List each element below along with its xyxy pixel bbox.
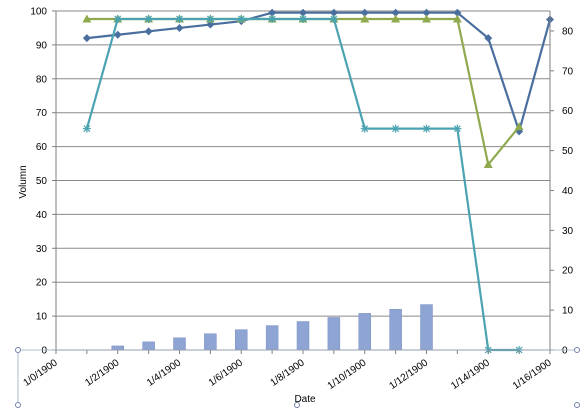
diamond-marker xyxy=(422,8,431,17)
y-tick-label: 20 xyxy=(36,278,48,289)
y2-tick-label: 60 xyxy=(562,106,574,117)
selection-handle xyxy=(15,402,21,408)
diamond-marker xyxy=(391,8,400,17)
y2-tick-label: 30 xyxy=(562,226,574,237)
diamond-marker xyxy=(144,27,153,36)
y-tick-label: 10 xyxy=(36,312,48,323)
y-tick-label: 50 xyxy=(36,176,48,187)
diamond-marker xyxy=(299,8,307,17)
diamond-marker xyxy=(453,8,462,17)
diamond-marker xyxy=(113,30,122,39)
y-tick-label: 90 xyxy=(36,40,48,51)
bar-series xyxy=(111,304,433,351)
x-tick-label: 1/0/1900 xyxy=(22,357,61,389)
line-series xyxy=(82,8,554,354)
y2-tick-label: 0 xyxy=(562,346,568,357)
diamond-marker xyxy=(206,20,215,29)
bar xyxy=(296,321,310,351)
selection-handle xyxy=(294,402,300,408)
star-marker xyxy=(206,14,215,23)
gridlines xyxy=(56,10,550,317)
y2-axis-tick-labels: 0 10 20 30 40 50 60 70 80 xyxy=(562,26,574,356)
y-tick-label: 30 xyxy=(36,244,48,255)
diamond-marker xyxy=(360,8,369,17)
y-tick-label: 80 xyxy=(36,74,48,85)
y2-tick-label: 10 xyxy=(562,306,574,317)
bar xyxy=(235,329,248,351)
star-marker xyxy=(299,14,307,23)
x-tick-label: 1/14/1900 xyxy=(449,357,492,392)
series-line xyxy=(86,11,552,136)
y-axis-title: Volumn xyxy=(18,165,29,198)
y2-tick-label: 70 xyxy=(562,66,574,77)
x-tick-label: 1/16/1900 xyxy=(511,357,554,392)
y-tick-label: 70 xyxy=(36,108,48,119)
star-marker xyxy=(360,124,369,133)
chart-area-selection-handles xyxy=(15,347,580,408)
x-tick-label: 1/8/1900 xyxy=(269,357,308,389)
series-line xyxy=(86,17,520,168)
selection-handle xyxy=(15,347,21,353)
x-tick-label: 1/2/1900 xyxy=(83,357,122,389)
y-tick-label: 0 xyxy=(41,346,47,357)
triangle-marker xyxy=(82,14,92,23)
triangle-marker xyxy=(360,14,370,23)
x-tick-label: 1/4/1900 xyxy=(145,357,184,389)
star-marker xyxy=(237,14,246,23)
x-axis-tick-labels: 1/0/1900 1/2/1900 1/4/1900 1/6/1900 1/8/1900… xyxy=(22,357,555,392)
star-marker xyxy=(453,124,462,133)
selection-handle xyxy=(574,347,580,353)
bar xyxy=(265,325,279,351)
diamond-marker xyxy=(329,8,338,17)
y-tick-label: 40 xyxy=(36,210,48,221)
y-tick-label: 60 xyxy=(36,142,48,153)
y2-tick-label: 40 xyxy=(562,186,574,197)
star-marker xyxy=(422,124,431,133)
y2-tick-label: 20 xyxy=(562,266,574,277)
x-tick-label: 1/6/1900 xyxy=(207,357,246,389)
selection-handle xyxy=(574,402,580,408)
y2-tick-label: 80 xyxy=(562,26,574,37)
bar xyxy=(173,337,186,351)
triangle-marker xyxy=(391,14,401,23)
star-marker xyxy=(144,14,153,23)
x-tick-label: 1/10/1900 xyxy=(326,357,369,392)
bar xyxy=(358,313,371,351)
x-tick-label: 1/12/1900 xyxy=(387,357,430,392)
bar xyxy=(111,345,124,351)
star-marker xyxy=(329,14,338,23)
y-tick-label: 100 xyxy=(30,7,47,18)
bar xyxy=(389,309,402,351)
diamond-marker xyxy=(175,23,184,32)
triangle-marker xyxy=(514,122,524,131)
diamond-marker xyxy=(268,8,277,17)
star-marker xyxy=(391,124,400,133)
star-marker xyxy=(113,14,122,23)
triangle-marker xyxy=(483,160,493,169)
bar xyxy=(327,317,341,351)
series-line xyxy=(85,17,520,352)
y-axis-tick-labels: 0 10 20 30 40 50 60 70 80 90 100 xyxy=(30,7,47,357)
star-marker xyxy=(82,124,91,133)
triangle-marker xyxy=(452,14,462,23)
bar xyxy=(204,333,217,351)
bar xyxy=(420,304,433,351)
axes xyxy=(52,10,554,354)
y2-tick-label: 50 xyxy=(562,146,574,157)
diamond-marker xyxy=(82,34,91,43)
bar xyxy=(142,341,155,351)
star-marker xyxy=(175,14,184,23)
diamond-marker xyxy=(484,34,493,43)
x-axis-title: Date xyxy=(294,394,316,405)
triangle-marker xyxy=(422,14,431,23)
star-marker xyxy=(268,14,277,23)
